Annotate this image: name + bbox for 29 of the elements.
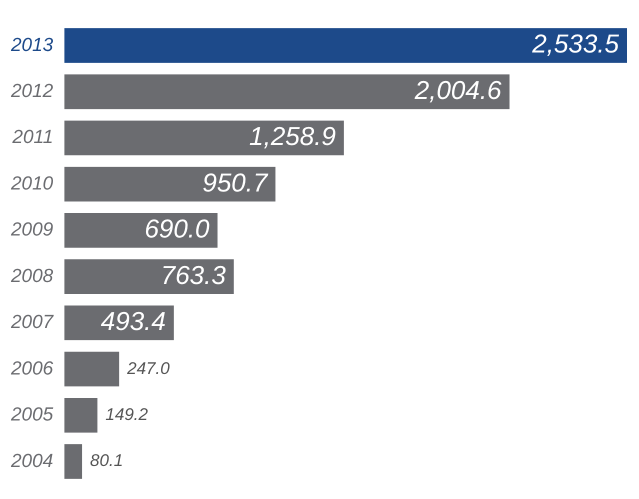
y-tick-label: 2010 xyxy=(10,173,54,194)
bar xyxy=(64,259,234,294)
bar xyxy=(64,398,98,433)
y-tick-label: 2004 xyxy=(10,450,54,472)
y-tick-label: 2012 xyxy=(10,81,54,102)
data-label: 763.3 xyxy=(160,260,226,290)
y-tick-label: 2008 xyxy=(10,266,54,287)
y-tick-label: 2006 xyxy=(10,358,54,380)
y-tick-label: 2007 xyxy=(10,312,55,334)
y-tick-label: 2013 xyxy=(10,34,54,56)
bar xyxy=(64,213,218,248)
data-label: 149.2 xyxy=(105,405,148,424)
data-label: 1,258.9 xyxy=(249,121,336,152)
data-label: 80.1 xyxy=(90,451,124,470)
bar xyxy=(64,120,344,156)
y-tick-label: 2005 xyxy=(10,404,54,426)
bar xyxy=(64,74,510,110)
data-label: 950.7 xyxy=(202,167,269,198)
bar xyxy=(64,352,120,386)
data-label: 2,004.6 xyxy=(414,74,502,105)
y-tick-label: 2011 xyxy=(11,127,54,148)
y-tick-label: 2009 xyxy=(10,220,54,241)
bar xyxy=(64,166,276,202)
data-label: 2,533.5 xyxy=(531,28,620,59)
bar xyxy=(64,444,82,479)
data-label: 247.0 xyxy=(126,358,170,378)
data-label: 493.4 xyxy=(100,306,166,336)
bar xyxy=(64,28,627,63)
data-label: 690.0 xyxy=(144,214,210,244)
